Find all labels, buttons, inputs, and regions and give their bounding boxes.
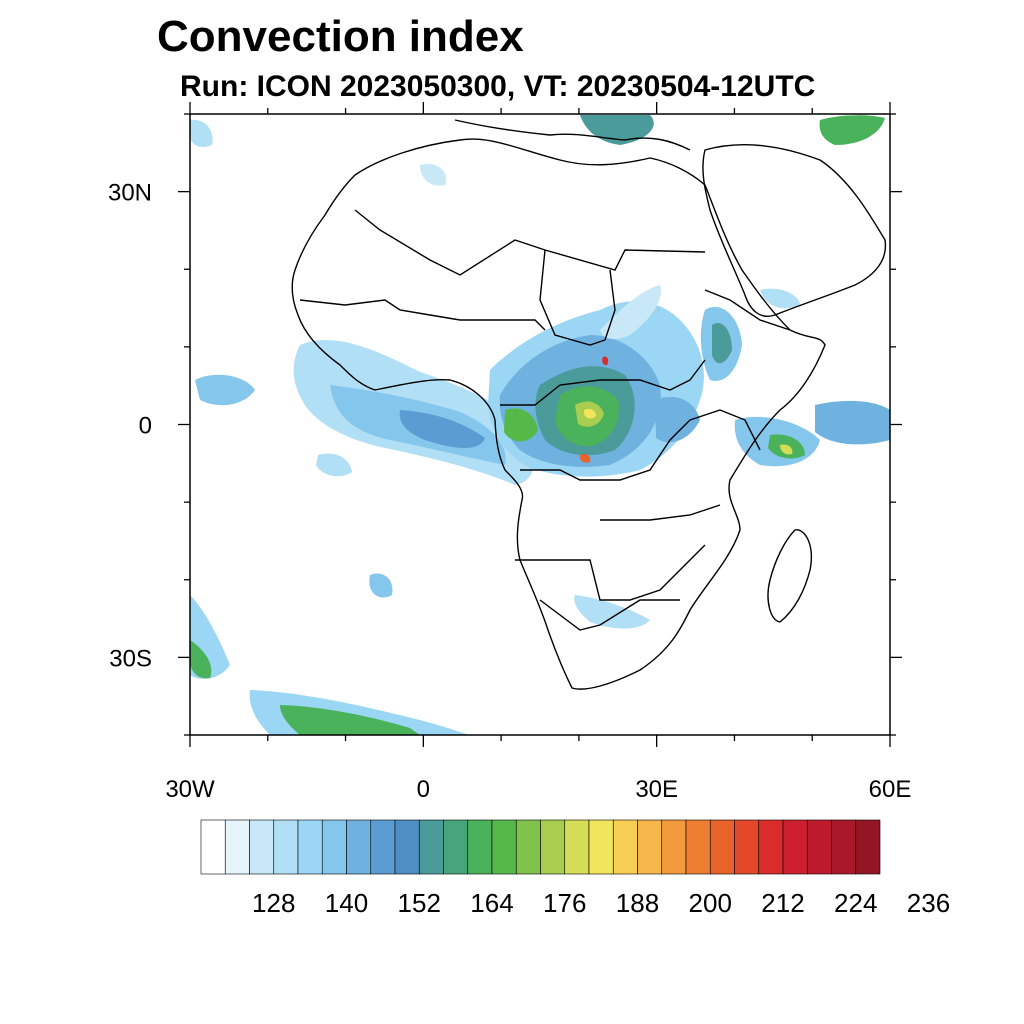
colorbar-swatch xyxy=(321,819,347,875)
chart-title: Convection index xyxy=(157,12,524,61)
border-west-sahel xyxy=(299,299,546,331)
border-east-2 xyxy=(689,409,761,451)
colorbar-label: 176 xyxy=(543,888,586,918)
x-tick-label: 0 xyxy=(417,776,430,803)
y-tick-label: 30N xyxy=(108,180,152,207)
colorbar-label: 224 xyxy=(834,888,877,918)
colorbar-swatch xyxy=(806,819,832,875)
convection-field xyxy=(190,115,890,735)
y-tick-label: 30S xyxy=(109,645,152,672)
colorbar-swatch xyxy=(370,819,396,875)
africa-coastline xyxy=(291,138,826,690)
border-congo xyxy=(520,419,691,481)
border-central-2 xyxy=(500,359,706,406)
colorbar xyxy=(200,819,881,875)
colorbar-label: 140 xyxy=(325,888,368,918)
colorbar-swatch xyxy=(467,819,493,875)
x-tick-label: 30W xyxy=(165,776,215,803)
chart-subtitle: Run: ICON 2023050300, VT: 20230504-12UTC xyxy=(180,70,816,103)
colorbar-label: 236 xyxy=(907,888,950,918)
colorbar-swatch xyxy=(612,819,638,875)
colorbar-label: 152 xyxy=(398,888,441,918)
colorbar-swatch xyxy=(394,819,420,875)
land-convection-central-africa xyxy=(488,285,704,477)
colorbar-swatch xyxy=(588,819,614,875)
colorbar-swatch xyxy=(249,819,275,875)
border-southern-2 xyxy=(539,599,680,631)
colorbar-swatch xyxy=(540,819,566,875)
border-central-1 xyxy=(539,249,616,346)
colorbar-swatch xyxy=(443,819,469,875)
arabia-coastline xyxy=(702,144,887,317)
colorbar-swatch xyxy=(346,819,372,875)
colorbar-swatch xyxy=(661,819,687,875)
colorbar-labels: 128 140 152 164 176 188 200 212 224 236 xyxy=(252,888,950,918)
colorbar-swatch xyxy=(709,819,735,875)
madagascar-coastline xyxy=(767,529,812,623)
colorbar-swatch xyxy=(273,819,299,875)
northern-convection xyxy=(190,115,885,309)
colorbar-swatch xyxy=(855,819,881,875)
south-atlantic-convection xyxy=(190,595,650,735)
colorbar-label: 212 xyxy=(761,888,804,918)
mediterranean-coast xyxy=(454,119,691,151)
colorbar-swatch xyxy=(200,819,226,875)
border-southern-3 xyxy=(600,504,721,521)
axis-ticks xyxy=(178,102,902,747)
axis-labels: 30W 0 30E 60E 30N 0 30S xyxy=(108,180,911,803)
colorbar-label: 164 xyxy=(470,888,513,918)
colorbar-swatch xyxy=(734,819,760,875)
colorbar-swatch xyxy=(491,819,517,875)
colorbar-swatch xyxy=(418,819,444,875)
colorbar-label: 200 xyxy=(689,888,732,918)
coastlines xyxy=(291,119,887,690)
colorbar-swatch xyxy=(685,819,711,875)
border-southern-1 xyxy=(515,544,706,601)
colorbar-swatch xyxy=(224,819,250,875)
colorbar-label: 188 xyxy=(616,888,659,918)
border-sahara-north xyxy=(354,209,706,276)
border-east-1 xyxy=(704,289,791,331)
land-convection-east-africa xyxy=(655,306,890,467)
colorbar-swatch xyxy=(782,819,808,875)
colorbar-swatch xyxy=(758,819,784,875)
colorbar-swatch xyxy=(564,819,590,875)
colorbar-swatch xyxy=(297,819,323,875)
colorbar-swatch xyxy=(637,819,663,875)
x-tick-label: 30E xyxy=(635,776,678,803)
y-tick-label: 0 xyxy=(139,413,152,440)
x-tick-label: 60E xyxy=(869,776,912,803)
colorbar-swatch xyxy=(831,819,857,875)
colorbar-swatch xyxy=(515,819,541,875)
ocean-convection-west-africa xyxy=(195,340,535,598)
colorbar-label: 128 xyxy=(252,888,295,918)
